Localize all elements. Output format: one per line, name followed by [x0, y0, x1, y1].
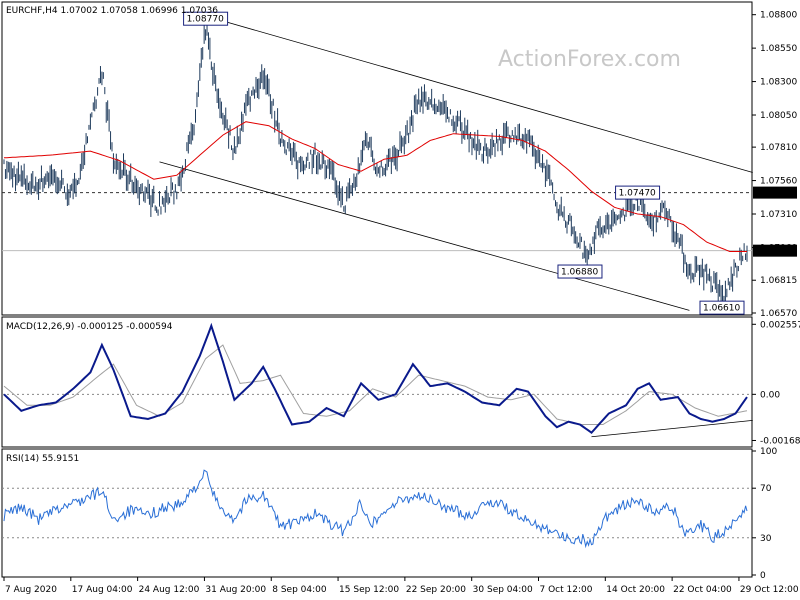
- moving-average-line: [3, 121, 747, 252]
- x-tick-label: 29 Oct 12:00: [740, 585, 799, 595]
- macd-grid: [2, 393, 753, 438]
- channel-lower-line: [159, 161, 690, 311]
- callout-label: 1.06880: [561, 268, 598, 278]
- callout-box: [699, 300, 745, 315]
- macd-tick-label: -0.001685: [760, 436, 800, 446]
- callout-box: [615, 185, 661, 200]
- callout-label: 1.08770: [187, 15, 224, 25]
- price-tick-label: 1.06570: [760, 309, 797, 319]
- x-tick-label: 30 Sep 04:00: [473, 585, 533, 595]
- callout-label: 1.07470: [619, 189, 656, 199]
- rsi-panel-frame: [1, 448, 753, 578]
- watermark: ActionForex.com: [498, 47, 681, 72]
- rsi-axis: 100 70 30 0: [752, 447, 777, 581]
- price-tick-label: 1.08550: [760, 44, 797, 54]
- callout-box: [557, 264, 603, 279]
- macd-tick-label: 0.00: [760, 390, 780, 400]
- macd-header: MACD(12,26,9) -0.000125 -0.000594: [6, 322, 173, 332]
- x-tick-label: 24 Aug 12:00: [139, 585, 200, 595]
- level-price-label: 1.07470: [757, 189, 794, 199]
- level-price-label-box: [753, 186, 797, 199]
- price-tick-label: 1.07810: [760, 143, 797, 153]
- rsi-header: RSI(14) 55.9151: [6, 454, 79, 464]
- price-channel: [159, 15, 753, 311]
- rsi-tick-label: 30: [760, 534, 772, 544]
- macd-tick-label: 0.002557: [760, 320, 800, 330]
- price-tick-label: 1.08300: [760, 78, 797, 88]
- price-callouts: 1.08770 1.06880 1.07470 1.06610: [183, 11, 745, 315]
- macd-panel-frame: [1, 316, 753, 448]
- macd-trendline: [591, 419, 753, 438]
- price-tick-label: 1.06815: [760, 276, 797, 286]
- price-panel-frame: [1, 1, 753, 316]
- callout-box: [183, 11, 229, 26]
- rsi-tick-label: 100: [760, 447, 777, 457]
- x-tick-label: 22 Sep 20:00: [406, 585, 466, 595]
- price-tick-label: 1.08800: [760, 11, 797, 21]
- x-tick-label: 8 Sep 04:00: [272, 585, 327, 595]
- x-tick-label: 31 Aug 20:00: [205, 585, 266, 595]
- rsi-line: [3, 469, 748, 549]
- x-tick-label: 7 Aug 2020: [5, 585, 57, 595]
- price-header: EURCHF,H4 1.07002 1.07058 1.06996 1.0703…: [6, 6, 218, 16]
- macd-line: [3, 322, 748, 435]
- rsi-series: [3, 469, 748, 549]
- x-tick-label: 7 Oct 12:00: [539, 585, 592, 595]
- x-tick-label: 17 Aug 04:00: [72, 585, 133, 595]
- x-axis: 7 Aug 2020 17 Aug 04:00 24 Aug 12:00 31 Aug…: [3, 577, 799, 595]
- price-tick-label: 1.07310: [760, 210, 797, 220]
- channel-upper-line: [205, 15, 753, 173]
- x-tick-label: 22 Oct 04:00: [673, 585, 732, 595]
- macd-series: [3, 322, 748, 435]
- price-axis: 1.08800 1.08550 1.08300 1.08050 1.07810 1.075…: [752, 11, 797, 319]
- x-tick-label: 15 Sep 12:00: [339, 585, 399, 595]
- rsi-tick-label: 70: [760, 484, 772, 494]
- macd-axis: 0.002557 0.00 -0.001685: [752, 320, 800, 446]
- price-tick-label: 1.07560: [760, 177, 797, 187]
- macd-signal-line: [3, 344, 748, 425]
- rsi-tick-label: 0: [760, 571, 766, 581]
- current-price-label: 1.07036: [757, 247, 794, 257]
- rsi-grid: [2, 487, 752, 539]
- price-series: [3, 22, 748, 312]
- x-tick-label: 14 Oct 20:00: [606, 585, 665, 595]
- callout-label: 1.06610: [703, 304, 740, 314]
- price-tick-label: 1.08050: [760, 111, 797, 121]
- current-price-label-box: [753, 244, 797, 257]
